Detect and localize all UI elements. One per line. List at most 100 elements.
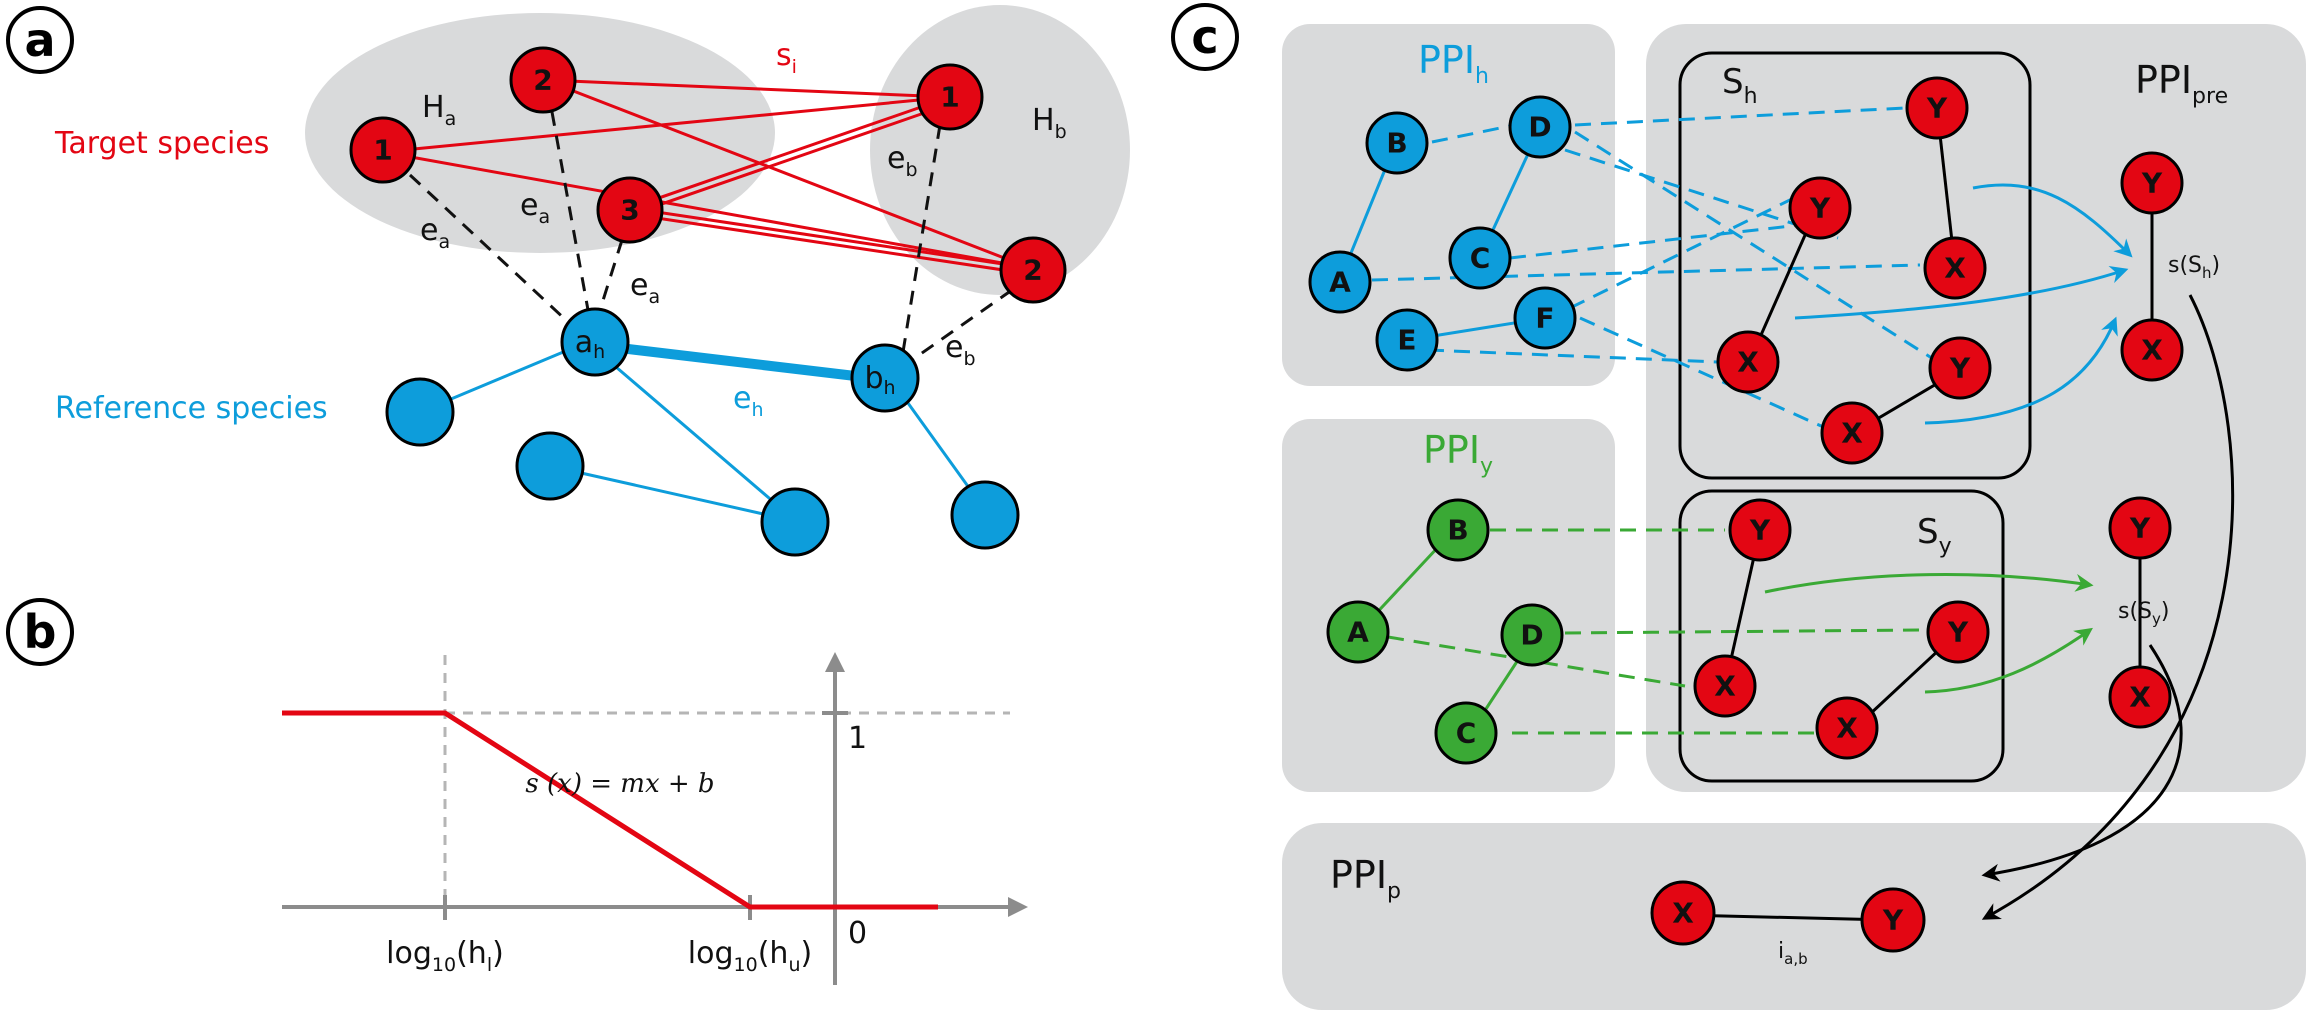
ppi-h-node-d: D — [1528, 111, 1551, 144]
reference-node-3 — [760, 487, 830, 557]
edge-eh — [619, 343, 873, 383]
pre-node-x2: X — [2129, 681, 2151, 714]
pre-node-y1: Y — [2141, 167, 2163, 200]
s-y-label: Sy — [1917, 512, 1952, 559]
s-h-label: Sh — [1722, 62, 1758, 109]
s-h-box — [1678, 51, 2032, 480]
target-node-1b — [916, 63, 984, 131]
s-y-node-y2: Y — [1947, 616, 1969, 649]
ppi-y-edges — [1368, 543, 1520, 719]
s-label: si — [776, 38, 797, 78]
ppi-p-node-y: Y — [1882, 904, 1904, 937]
s-y-box — [1678, 489, 2005, 783]
ppi-y-box — [1282, 419, 1615, 792]
score-function-line — [282, 710, 938, 910]
reference-node-bh — [850, 343, 920, 413]
reference-species-label: Reference species — [55, 391, 328, 426]
target-node-1a-label: 1 — [373, 134, 392, 167]
x-label-hu: log10(hu) — [688, 936, 812, 976]
s-h-node-y1: Y — [1926, 92, 1948, 125]
blue-arrows — [1794, 183, 2133, 425]
score-y-label: s(Sy) — [2118, 599, 2170, 628]
reference-node-4 — [950, 480, 1020, 550]
black-arrows — [1981, 294, 2235, 920]
score-h-label: s(Sh) — [2168, 253, 2220, 282]
ppi-y-node-a: A — [1347, 616, 1369, 649]
e-a-label-3: ea — [630, 268, 660, 308]
s-y-node-y1: Y — [1749, 514, 1771, 547]
s-h-node-x1: X — [1944, 252, 1966, 285]
green-arrows — [1764, 573, 2094, 694]
ppi-p-label: PPIp — [1330, 853, 1401, 904]
panel-c-letter: c — [1191, 10, 1218, 64]
y-tick-one: 1 — [848, 721, 867, 756]
panel-c-badge — [1171, 3, 1239, 71]
formula: s (x) = mx + b — [525, 769, 714, 799]
s-h-node-y2: Y — [1809, 192, 1831, 225]
e-h-label: eh — [733, 381, 764, 421]
ppi-h-node-b: B — [1386, 127, 1407, 160]
ppi-y-label: PPIy — [1423, 428, 1493, 479]
s-h-node-x3: X — [1841, 417, 1863, 450]
target-node-2b — [999, 236, 1067, 304]
cluster-hb — [870, 5, 1130, 295]
s-y-node-x2: X — [1836, 712, 1858, 745]
target-species-label: Target species — [54, 126, 269, 161]
ppi-h-node-e: E — [1397, 324, 1416, 357]
ppi-y-dashed — [1387, 528, 1921, 735]
target-node-2b-label: 2 — [1023, 254, 1042, 287]
node-bh-label: bh — [864, 361, 895, 400]
ppi-pre-label: PPIpre — [2135, 58, 2228, 109]
ppi-y-node-d: D — [1520, 619, 1543, 652]
e-edges — [408, 111, 1013, 362]
pre-node-y2: Y — [2129, 512, 2151, 545]
target-nodes — [349, 46, 1067, 304]
ppi-h-label: PPIh — [1418, 38, 1489, 89]
target-node-2a-label: 2 — [533, 64, 552, 97]
panel-b-letter: b — [24, 605, 57, 659]
ppi-p-nodes — [1650, 880, 1926, 953]
ppi-h-node-f: F — [1535, 302, 1554, 335]
interaction-label: ia,b — [1778, 939, 1808, 968]
s-h-node-x2: X — [1737, 346, 1759, 379]
e-a-label-2: ea — [520, 188, 550, 228]
reference-node-2 — [515, 431, 585, 501]
ppi-y-node-c: C — [1456, 717, 1477, 750]
reference-node-ah — [560, 307, 630, 377]
y-tick-zero: 0 — [848, 916, 867, 951]
s-h-node-y3: Y — [1949, 352, 1971, 385]
panel-b-badge — [6, 598, 74, 666]
target-node-2a — [509, 46, 577, 114]
target-node-3a — [596, 176, 664, 244]
ppi-h-node-c: C — [1470, 242, 1491, 275]
panel-a-letter: a — [24, 13, 55, 67]
s-y-nodes — [1693, 498, 1990, 760]
e-a-label-1: ea — [420, 213, 450, 253]
panel-c: c — [1171, 3, 2306, 1010]
target-node-1a — [349, 116, 417, 184]
panel-b: b s (x) = mx + b 1 0 log10(hl) log10(hu) — [6, 598, 1028, 985]
panel-a: a — [6, 5, 1130, 557]
cluster-hb-label: Hb — [1032, 103, 1067, 143]
pre-nodes — [2108, 151, 2184, 729]
s-edges — [382, 78, 1031, 276]
e-b-label-1: eb — [887, 141, 918, 181]
ppi-h-nodes — [1308, 95, 1577, 372]
target-node-3a-label: 3 — [620, 194, 639, 227]
s-y-node-x1: X — [1714, 670, 1736, 703]
e-b-label-2: eb — [945, 330, 976, 370]
s-h-nodes — [1716, 76, 1992, 465]
reference-node-1 — [385, 377, 455, 447]
reference-nodes — [385, 307, 1020, 557]
pre-node-x1: X — [2141, 334, 2163, 367]
cluster-ha-label: Ha — [422, 90, 456, 130]
target-node-1b-label: 1 — [940, 81, 959, 114]
panel-a-badge — [6, 6, 74, 74]
ppi-y-nodes — [1326, 498, 1564, 765]
ppi-y-node-b: B — [1447, 514, 1468, 547]
node-ah-label: ah — [575, 325, 605, 364]
ppi-p-node-x: X — [1672, 897, 1694, 930]
x-label-hl: log10(hl) — [386, 936, 504, 976]
ppi-h-node-a: A — [1329, 266, 1351, 299]
